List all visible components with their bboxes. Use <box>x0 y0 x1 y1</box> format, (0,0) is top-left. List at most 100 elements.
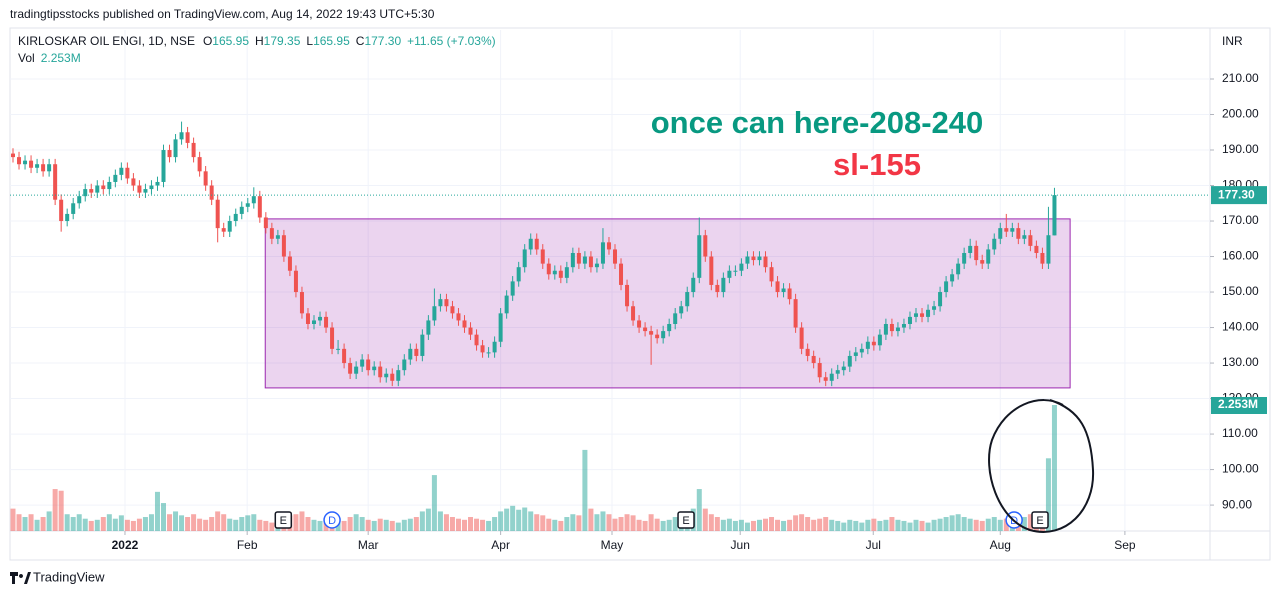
legend: KIRLOSKAR OIL ENGI, 1D, NSE O165.95 H179.3… <box>18 34 496 48</box>
volume-bar <box>317 520 323 531</box>
volume-label: 2.253M <box>1218 397 1258 411</box>
candle-body <box>727 270 732 278</box>
candle-body <box>643 327 648 332</box>
volume-bar <box>925 522 931 531</box>
volume-bar <box>227 518 233 531</box>
volume-bar <box>130 520 136 531</box>
volume-bar <box>142 517 148 531</box>
volume-bar <box>913 519 919 531</box>
volume-bar <box>763 518 768 531</box>
candle-body <box>781 288 786 293</box>
volume-bar <box>468 517 474 531</box>
candle-body <box>751 256 756 261</box>
candle-body <box>540 249 545 264</box>
candle-body <box>239 206 244 214</box>
volume-bar <box>612 518 618 531</box>
volume-bar <box>353 514 359 531</box>
candle-body <box>793 299 798 328</box>
volume-badge <box>1211 397 1267 414</box>
candle-body <box>53 164 58 200</box>
candle-body <box>149 185 154 190</box>
volume-bar <box>203 519 209 531</box>
candle-body <box>600 242 605 264</box>
candle-body <box>432 306 437 321</box>
volume-bar <box>474 518 480 531</box>
candle-body <box>17 157 22 165</box>
candle-body <box>631 306 636 321</box>
volume-bar <box>136 518 142 531</box>
volume-bar <box>672 517 678 531</box>
candle-body <box>131 178 136 186</box>
candle-body <box>125 167 130 179</box>
candle-body <box>143 189 148 193</box>
candle-body <box>582 256 587 264</box>
x-tick-label: Jun <box>731 538 750 552</box>
volume-bar <box>510 505 516 531</box>
volume-bar <box>419 511 425 531</box>
candle-body <box>161 150 166 182</box>
candle-body <box>221 228 226 232</box>
candle-body <box>456 313 461 321</box>
candle-body <box>534 238 539 250</box>
x-tick-label: Mar <box>358 538 379 552</box>
volume-bar <box>726 518 732 531</box>
candle-body <box>269 228 274 239</box>
volume-bar <box>263 520 269 531</box>
candle-body <box>354 366 359 374</box>
volume-bar <box>654 518 660 531</box>
last-price-badge <box>1211 186 1267 205</box>
candle-body <box>113 174 118 182</box>
volume-legend: Vol 2.253M <box>18 51 81 65</box>
candle-body <box>137 185 142 193</box>
candle-body <box>155 181 160 186</box>
volume-bar <box>299 511 305 531</box>
volume-bar <box>112 518 118 531</box>
footer-brand[interactable]: TradingView <box>33 569 105 584</box>
volume-bar <box>40 517 46 531</box>
candle-body <box>47 164 52 172</box>
currency: INR <box>1222 34 1243 48</box>
candle-body <box>552 270 557 275</box>
candle-body <box>263 217 268 229</box>
candle-body <box>251 196 256 204</box>
ohlc-key: L <box>306 34 313 48</box>
volume-bar <box>534 514 540 531</box>
candle-body <box>558 270 563 278</box>
published-line: tradingtipsstocks published on TradingVi… <box>10 7 435 21</box>
candle-body <box>185 132 190 143</box>
volume-bar <box>1051 405 1057 531</box>
volume-bar <box>293 514 299 531</box>
ohlc-value: 179.35 <box>264 34 301 48</box>
candle-body <box>920 313 925 317</box>
candle-body <box>992 238 997 250</box>
candle-body <box>1010 228 1015 232</box>
candle-body <box>402 359 407 371</box>
volume-bar <box>576 515 582 531</box>
candle-body <box>336 348 341 350</box>
volume-bar <box>16 514 22 531</box>
volume-bar <box>708 514 714 531</box>
volume-bar <box>341 520 347 531</box>
volume-bar <box>431 475 437 531</box>
volume-bar <box>841 522 847 531</box>
candle-body <box>986 249 991 264</box>
volume-bar <box>106 514 112 531</box>
volume-bar <box>215 511 221 531</box>
candle-body <box>799 327 804 349</box>
candle-body <box>227 221 232 232</box>
x-tick-label: Feb <box>237 538 258 552</box>
ohlc-key: H <box>255 34 264 48</box>
x-tick-label: 2022 <box>112 538 139 552</box>
volume-bar <box>413 517 419 531</box>
volume-bar <box>666 519 672 531</box>
candle-body <box>974 245 979 261</box>
last-price-label: 177.30 <box>1218 187 1255 201</box>
volume-bar <box>257 519 263 531</box>
candle-body <box>956 263 961 275</box>
volume-bar <box>919 520 925 531</box>
candle-body <box>865 341 870 349</box>
volume-bar <box>221 514 227 531</box>
y-tick-label: 90.00 <box>1222 497 1252 511</box>
candle-body <box>101 185 106 190</box>
volume-bar <box>943 517 949 531</box>
